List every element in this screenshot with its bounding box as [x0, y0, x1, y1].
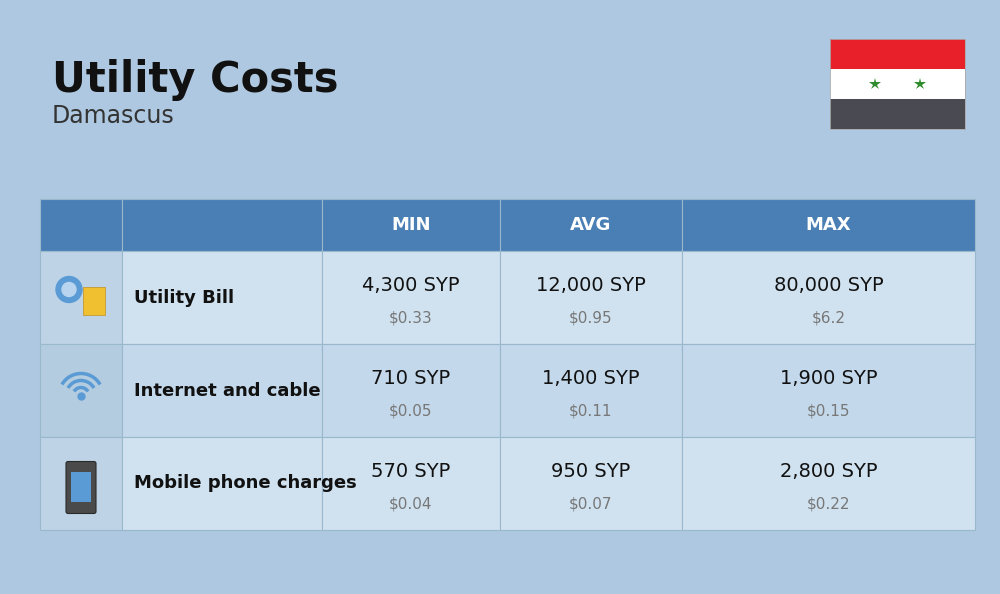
Bar	[322, 344, 500, 437]
Text: AVG: AVG	[570, 216, 612, 234]
Bar	[40, 199, 122, 251]
Text: $0.05: $0.05	[389, 403, 433, 418]
Text: Utility Costs: Utility Costs	[52, 59, 338, 101]
Bar	[122, 344, 322, 437]
Bar	[71, 472, 91, 501]
Bar	[830, 69, 965, 99]
Text: 12,000 SYP: 12,000 SYP	[536, 276, 646, 295]
Text: $0.33: $0.33	[389, 311, 433, 326]
Bar	[500, 199, 682, 251]
Text: 80,000 SYP: 80,000 SYP	[774, 276, 883, 295]
Bar	[40, 344, 122, 437]
Text: 2,800 SYP: 2,800 SYP	[780, 462, 877, 481]
Circle shape	[56, 276, 82, 302]
Text: Utility Bill: Utility Bill	[134, 289, 234, 307]
Text: $0.11: $0.11	[569, 403, 613, 418]
Text: 1,400 SYP: 1,400 SYP	[542, 369, 640, 388]
Bar	[830, 39, 965, 69]
Text: $0.15: $0.15	[807, 403, 850, 418]
Bar	[322, 199, 500, 251]
Text: Internet and cable: Internet and cable	[134, 381, 321, 400]
Bar	[40, 437, 122, 530]
Text: MIN: MIN	[391, 216, 431, 234]
Text: $0.04: $0.04	[389, 497, 433, 511]
Bar	[83, 286, 105, 314]
Text: $6.2: $6.2	[812, 311, 846, 326]
Text: Damascus: Damascus	[52, 104, 175, 128]
Circle shape	[62, 283, 76, 296]
Text: $0.07: $0.07	[569, 497, 613, 511]
Text: 710 SYP: 710 SYP	[371, 369, 451, 388]
Bar	[682, 199, 975, 251]
Bar	[500, 437, 682, 530]
Bar	[682, 344, 975, 437]
Bar	[322, 437, 500, 530]
Bar	[500, 251, 682, 344]
Text: 4,300 SYP: 4,300 SYP	[362, 276, 460, 295]
Bar	[322, 251, 500, 344]
Bar	[830, 39, 965, 129]
Text: MAX: MAX	[806, 216, 851, 234]
Text: $0.22: $0.22	[807, 497, 850, 511]
Text: 570 SYP: 570 SYP	[371, 462, 451, 481]
Bar	[122, 437, 322, 530]
Text: Mobile phone charges: Mobile phone charges	[134, 475, 357, 492]
Bar	[830, 99, 965, 129]
Bar	[122, 199, 322, 251]
Bar	[682, 251, 975, 344]
Bar	[500, 344, 682, 437]
Bar	[682, 437, 975, 530]
Bar	[40, 251, 122, 344]
Text: $0.95: $0.95	[569, 311, 613, 326]
Bar	[122, 251, 322, 344]
Text: 1,900 SYP: 1,900 SYP	[780, 369, 877, 388]
Text: 950 SYP: 950 SYP	[551, 462, 631, 481]
FancyBboxPatch shape	[66, 462, 96, 513]
